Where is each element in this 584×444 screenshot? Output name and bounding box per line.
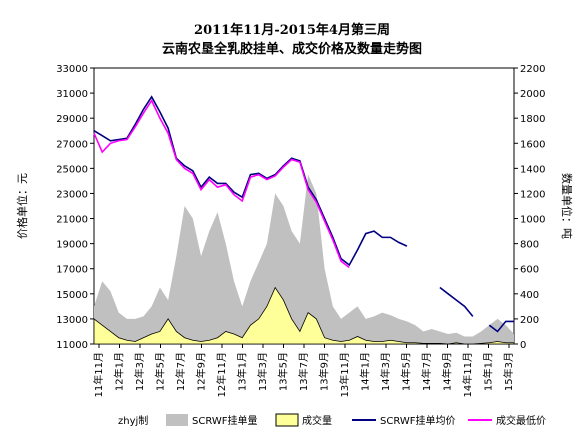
y-left-tick-label: 17000 (56, 265, 88, 276)
x-tick-label: 14年1月 (359, 352, 372, 391)
x-axis: 11年11月 12年1月 12年3月 12年5月 12年7月 12年9月 12年11月 13年… (92, 344, 515, 397)
line-series-3 (93, 98, 350, 269)
x-tick-label: 14年3月 (379, 352, 392, 391)
x-tick-label: 15年3月 (502, 352, 515, 391)
x-tick-label: 13年11月 (338, 352, 351, 397)
y-right-tick-label: 1800 (520, 114, 545, 125)
x-tick-label: 12年7月 (174, 352, 187, 391)
y-right-tick-label: 800 (520, 240, 539, 251)
y-left-tick-label: 23000 (56, 189, 88, 200)
legend-label-listing-volume: SCRWF挂单量 (192, 414, 258, 427)
y-left-tick-label: 33000 (56, 64, 88, 75)
x-tick-label: 14年9月 (441, 352, 454, 391)
x-tick-label: 14年5月 (400, 352, 413, 391)
y-right-tick-label: 0 (520, 340, 526, 351)
chart-title: 2011年11月-2015年4月第三周 (194, 22, 390, 38)
y-right-tick-label: 2200 (520, 64, 545, 75)
y-left-tick-label: 11000 (56, 340, 88, 351)
x-tick-label: 15年1月 (482, 352, 495, 391)
y-right-tick-label: 2000 (520, 89, 545, 100)
x-tick-label: 12年11月 (215, 352, 228, 397)
legend: zhyj制 SCRWF挂单量 成交量 SCRWF挂单均价 成交最低价 (118, 413, 546, 427)
x-tick-label: 12年3月 (133, 352, 146, 391)
source-note: zhyj制 (118, 414, 148, 427)
y-right-tick-label: 400 (520, 290, 539, 301)
y-right-tick-label: 1400 (520, 164, 545, 175)
y-axis-right-title: 数量单位：吨 (560, 173, 574, 239)
legend-label-traded-volume: 成交量 (302, 414, 332, 427)
y-right-tick-label: 200 (520, 315, 539, 326)
x-tick-label: 12年5月 (154, 352, 167, 391)
x-tick-label: 13年5月 (277, 352, 290, 391)
y-left-tick-label: 21000 (56, 215, 88, 226)
area-series-1 (93, 286, 515, 345)
y-right-tick-label: 1600 (520, 139, 545, 150)
y-axis-right: 0 200 400 600 800 1000 1200 1400 1600 1800 2000 220… (514, 64, 545, 351)
series-area-group (93, 174, 515, 345)
legend-swatch-traded-volume (275, 413, 299, 427)
x-tick-label: 14年7月 (420, 352, 433, 391)
legend-swatch-listing-volume (166, 414, 188, 426)
x-tick-label: 13年3月 (256, 352, 269, 391)
y-axis-left-title: 价格单位：元 (15, 173, 29, 239)
y-left-tick-label: 15000 (56, 290, 88, 301)
x-tick-label: 13年9月 (318, 352, 331, 391)
y-left-tick-label: 31000 (56, 89, 88, 100)
area-series-0 (94, 174, 514, 344)
x-tick-label: 12年9月 (195, 352, 208, 391)
x-tick-label: 13年7月 (297, 352, 310, 391)
y-left-tick-label: 25000 (56, 164, 88, 175)
y-left-tick-label: 27000 (56, 139, 88, 150)
y-right-tick-label: 1000 (520, 215, 545, 226)
line-series-2 (93, 95, 514, 333)
y-right-tick-label: 600 (520, 265, 539, 276)
legend-label-avg-price: SCRWF挂单均价 (380, 414, 456, 427)
x-tick-label: 11年11月 (92, 352, 105, 397)
x-tick-label: 13年1月 (236, 352, 249, 391)
y-axis-left: 11000 13000 15000 17000 19000 21000 23000 25000… (56, 64, 94, 351)
x-tick-label: 14年11月 (461, 352, 474, 397)
y-left-tick-label: 13000 (56, 315, 88, 326)
x-tick-label: 12年1月 (113, 352, 126, 391)
y-left-tick-label: 29000 (56, 114, 88, 125)
legend-label-min-price: 成交最低价 (496, 414, 546, 427)
series-line-group (93, 95, 514, 333)
y-right-tick-label: 1200 (520, 189, 545, 200)
y-left-tick-label: 19000 (56, 240, 88, 251)
chart-subtitle: 云南农垦全乳胶挂单、成交价格及数量走势图 (162, 41, 422, 57)
